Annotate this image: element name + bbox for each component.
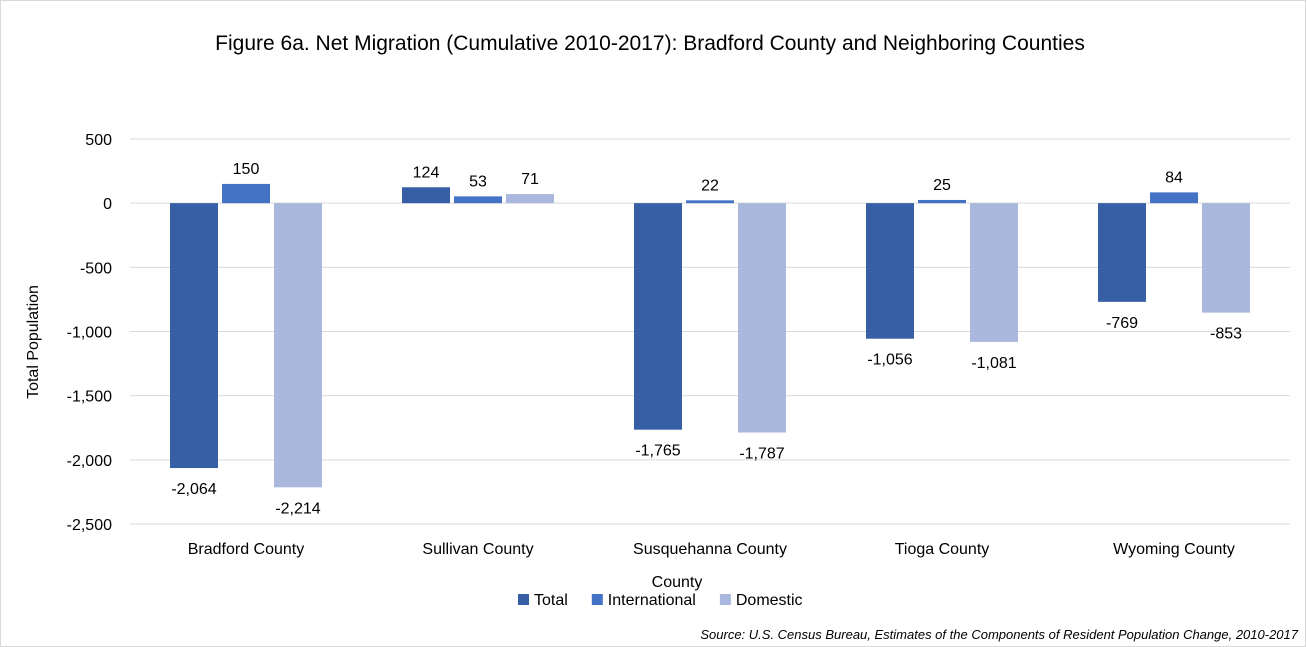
y-tick-label: 0 [103, 196, 112, 213]
gridlines [130, 138, 1290, 525]
data-label: -1,765 [635, 443, 680, 460]
legend-swatch-domestic [719, 594, 731, 605]
bar-international [686, 200, 734, 204]
x-category-label: Tioga County [895, 541, 990, 558]
x-axis-title: County [652, 574, 703, 591]
y-tick-label: -500 [80, 260, 112, 277]
data-label: -1,081 [971, 355, 1016, 372]
data-label: -1,787 [739, 445, 784, 462]
bar-domestic [274, 203, 322, 488]
bar-international [918, 199, 966, 204]
bar-total [402, 187, 450, 204]
bar-domestic [738, 203, 786, 433]
bar-international [1150, 192, 1198, 204]
bar-domestic [1202, 203, 1250, 313]
legend-swatch-total [518, 594, 529, 605]
y-tick-label: -2,500 [67, 517, 112, 534]
chart-title: Figure 6a. Net Migration (Cumulative 201… [215, 32, 1085, 55]
data-label: -769 [1106, 315, 1138, 332]
legend-swatch-international [591, 594, 603, 605]
x-category-label: Bradford County [188, 541, 305, 558]
x-category-label: Sullivan County [422, 541, 533, 558]
y-axis-title: Total Population [25, 285, 42, 399]
data-label: 124 [413, 164, 440, 181]
y-tick-label: -1,500 [67, 389, 112, 406]
data-labels: -2,064 150 -2,214 124 53 71 -1,765 22 -1,787 -1,0… [171, 161, 1242, 517]
y-tick-label: -1,000 [67, 325, 112, 342]
data-label: -853 [1210, 326, 1242, 343]
bar-international [222, 183, 270, 204]
data-label: 53 [469, 173, 487, 190]
bar-international [454, 196, 502, 204]
y-axis-ticks: 500 0 -500 -1,000 -1,500 -2,000 -2,500 [67, 132, 112, 534]
data-label: 71 [521, 171, 539, 188]
bar-domestic [506, 194, 554, 204]
data-label: -2,214 [275, 500, 320, 517]
data-label: 150 [233, 161, 260, 178]
data-label: -1,056 [867, 352, 912, 369]
x-category-label: Susquehanna County [633, 541, 787, 558]
bar-total [866, 203, 914, 339]
bars [170, 183, 1250, 488]
y-tick-label: 500 [85, 132, 112, 149]
legend-label: International [608, 592, 696, 609]
data-label: -2,064 [171, 481, 216, 498]
legend-label: Domestic [736, 592, 803, 609]
data-label: 84 [1165, 169, 1183, 186]
bar-domestic [970, 203, 1018, 342]
x-axis-categories: Bradford County Sullivan County Susquehann… [188, 541, 1235, 558]
legend: Total International Domestic [518, 592, 803, 609]
data-label: 25 [933, 177, 951, 194]
y-tick-label: -2,000 [67, 453, 112, 470]
source-note: Source: U.S. Census Bureau, Estimates of… [700, 627, 1298, 642]
data-label: 22 [701, 177, 719, 194]
x-category-label: Wyoming County [1113, 541, 1235, 558]
legend-label: Total [534, 592, 568, 609]
bar-total [634, 203, 682, 430]
bar-total [170, 203, 218, 469]
bar-total [1098, 203, 1146, 302]
